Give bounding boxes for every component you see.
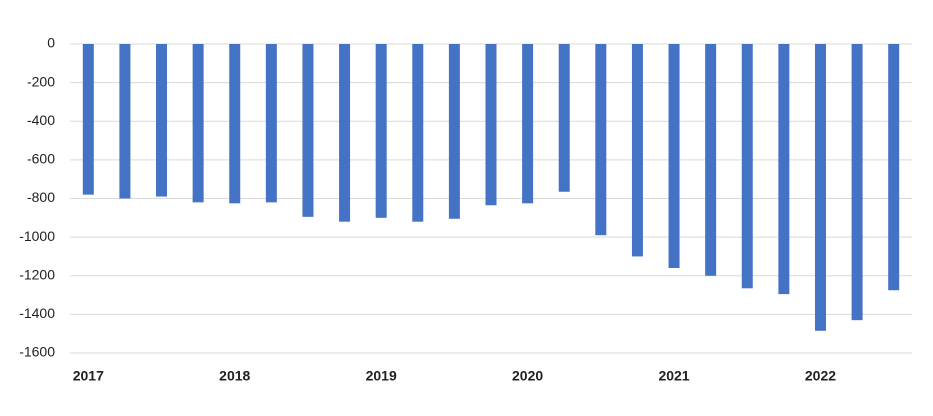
y-tick-label: -200 — [27, 73, 55, 89]
bar — [229, 44, 241, 204]
x-tick-label: 2020 — [512, 368, 543, 384]
bar — [888, 44, 900, 291]
x-tick-label: 2022 — [805, 368, 836, 384]
x-tick-label: 2017 — [73, 368, 104, 384]
y-tick-label: -600 — [27, 151, 55, 167]
bar — [485, 44, 497, 206]
x-tick-label: 2018 — [219, 368, 250, 384]
y-tick-label: -1000 — [19, 228, 55, 244]
bar — [851, 44, 863, 321]
bar — [339, 44, 351, 222]
bar — [668, 44, 680, 269]
bar — [705, 44, 717, 276]
y-tick-label: -1600 — [19, 344, 55, 360]
bar — [595, 44, 607, 236]
bar — [265, 44, 277, 203]
y-tick-label: -1200 — [19, 266, 55, 282]
x-tick-label: 2019 — [366, 368, 397, 384]
bar — [778, 44, 790, 295]
bar — [814, 44, 826, 331]
y-tick-label: -400 — [27, 112, 55, 128]
bar — [522, 44, 534, 204]
bar — [558, 44, 570, 192]
bar — [448, 44, 460, 219]
bar — [375, 44, 387, 218]
y-tick-label: -1400 — [19, 305, 55, 321]
bar — [192, 44, 204, 203]
bar — [302, 44, 314, 217]
x-tick-label: 2021 — [658, 368, 689, 384]
bar — [119, 44, 131, 199]
bar — [631, 44, 643, 257]
bar — [741, 44, 753, 289]
y-tick-label: -800 — [27, 189, 55, 205]
bar — [82, 44, 94, 195]
bar — [156, 44, 168, 197]
y-tick-label: 0 — [47, 35, 55, 51]
bar — [412, 44, 424, 222]
